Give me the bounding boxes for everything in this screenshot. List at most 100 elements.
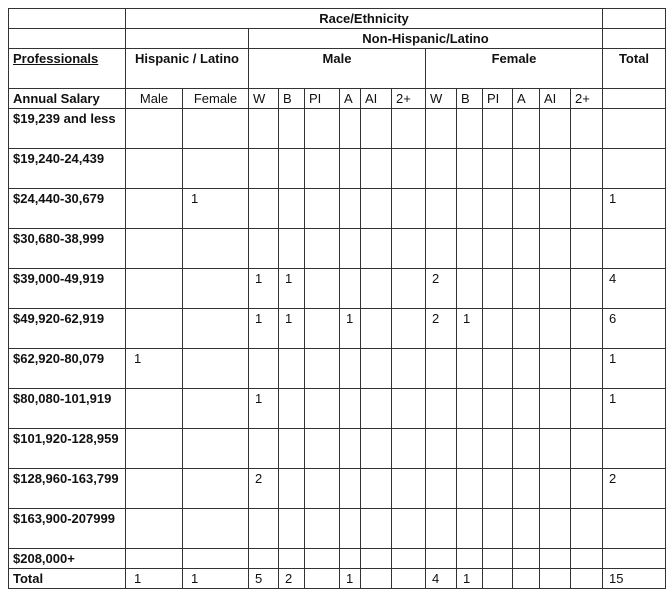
count-cell	[125, 148, 183, 189]
count-cell	[182, 468, 249, 509]
count-cell	[602, 148, 666, 189]
salary-range-label: $19,239 and less	[8, 108, 126, 149]
count-cell	[304, 308, 340, 349]
count-cell	[182, 508, 249, 549]
count-cell	[182, 428, 249, 469]
count-cell	[278, 228, 305, 269]
empty-cell	[602, 88, 666, 109]
count-cell	[125, 388, 183, 429]
salary-range-label: $62,920-80,079	[8, 348, 126, 389]
count-cell	[570, 308, 603, 349]
count-cell	[360, 308, 392, 349]
count-cell	[360, 108, 392, 149]
count-cell	[539, 188, 571, 229]
race-ethnicity-header: Race/Ethnicity	[125, 8, 603, 29]
count-cell	[512, 388, 540, 429]
count-cell: 15	[602, 568, 666, 589]
count-cell	[339, 228, 361, 269]
salary-range-label: $39,000-49,919	[8, 268, 126, 309]
count-cell	[125, 468, 183, 509]
count-cell	[570, 548, 603, 569]
count-cell	[391, 348, 426, 389]
count-cell	[360, 568, 392, 589]
count-cell	[456, 228, 483, 269]
count-cell	[456, 188, 483, 229]
table-row: $24,440-30,679 1 1	[8, 188, 666, 229]
count-cell: 1	[278, 308, 305, 349]
count-cell: 1	[125, 568, 183, 589]
count-cell	[391, 108, 426, 149]
count-cell	[278, 508, 305, 549]
count-cell	[391, 308, 426, 349]
count-cell	[125, 268, 183, 309]
subheader-2: W	[248, 88, 279, 109]
count-cell	[425, 428, 457, 469]
count-cell	[425, 548, 457, 569]
table-row: $80,080-101,919 1 1	[8, 388, 666, 429]
count-cell	[360, 388, 392, 429]
table-row: $19,240-24,439	[8, 148, 666, 189]
count-cell	[539, 388, 571, 429]
count-cell	[360, 148, 392, 189]
count-cell: 2	[425, 308, 457, 349]
count-cell	[539, 548, 571, 569]
count-cell	[482, 388, 513, 429]
subheader-5: A	[339, 88, 361, 109]
count-cell	[391, 188, 426, 229]
count-cell	[304, 188, 340, 229]
count-cell	[570, 428, 603, 469]
count-cell	[539, 228, 571, 269]
count-cell	[391, 148, 426, 189]
count-cell	[425, 188, 457, 229]
subheader-3: B	[278, 88, 305, 109]
count-cell	[425, 468, 457, 509]
male-header: Male	[248, 48, 426, 89]
count-cell	[425, 508, 457, 549]
count-cell	[304, 228, 340, 269]
salary-range-label: $24,440-30,679	[8, 188, 126, 229]
count-cell	[539, 148, 571, 189]
count-cell: 1	[602, 188, 666, 229]
table-row: $128,960-163,799 2 2	[8, 468, 666, 509]
count-cell: 1	[339, 568, 361, 589]
count-cell	[482, 548, 513, 569]
count-cell	[539, 508, 571, 549]
count-cell	[570, 108, 603, 149]
count-cell	[456, 388, 483, 429]
empty-cell	[8, 8, 126, 29]
count-cell	[512, 548, 540, 569]
count-cell	[182, 268, 249, 309]
subheader-0: Male	[125, 88, 183, 109]
count-cell	[539, 348, 571, 389]
salary-table: Race/Ethnicity Non-Hispanic/Latino Profe…	[8, 8, 666, 589]
total-header: Total	[602, 48, 666, 89]
count-cell	[456, 508, 483, 549]
count-cell: 4	[425, 568, 457, 589]
count-cell	[570, 468, 603, 509]
count-cell	[482, 428, 513, 469]
table-row: $30,680-38,999	[8, 228, 666, 269]
count-cell	[248, 348, 279, 389]
count-cell	[125, 508, 183, 549]
count-cell	[125, 428, 183, 469]
count-cell	[391, 508, 426, 549]
salary-range-label: $128,960-163,799	[8, 468, 126, 509]
count-cell	[182, 108, 249, 149]
count-cell: 1	[339, 308, 361, 349]
count-cell	[125, 228, 183, 269]
count-cell	[182, 228, 249, 269]
count-cell	[391, 468, 426, 509]
count-cell	[278, 388, 305, 429]
count-cell	[425, 108, 457, 149]
empty-cell	[125, 28, 249, 49]
salary-range-label: $49,920-62,919	[8, 308, 126, 349]
count-cell	[539, 308, 571, 349]
count-cell	[456, 268, 483, 309]
count-cell: 2	[425, 268, 457, 309]
annual-salary-header: Annual Salary	[8, 88, 126, 109]
count-cell	[391, 388, 426, 429]
count-cell: 1	[182, 568, 249, 589]
empty-cell	[602, 8, 666, 29]
count-cell	[248, 188, 279, 229]
count-cell	[304, 548, 340, 569]
